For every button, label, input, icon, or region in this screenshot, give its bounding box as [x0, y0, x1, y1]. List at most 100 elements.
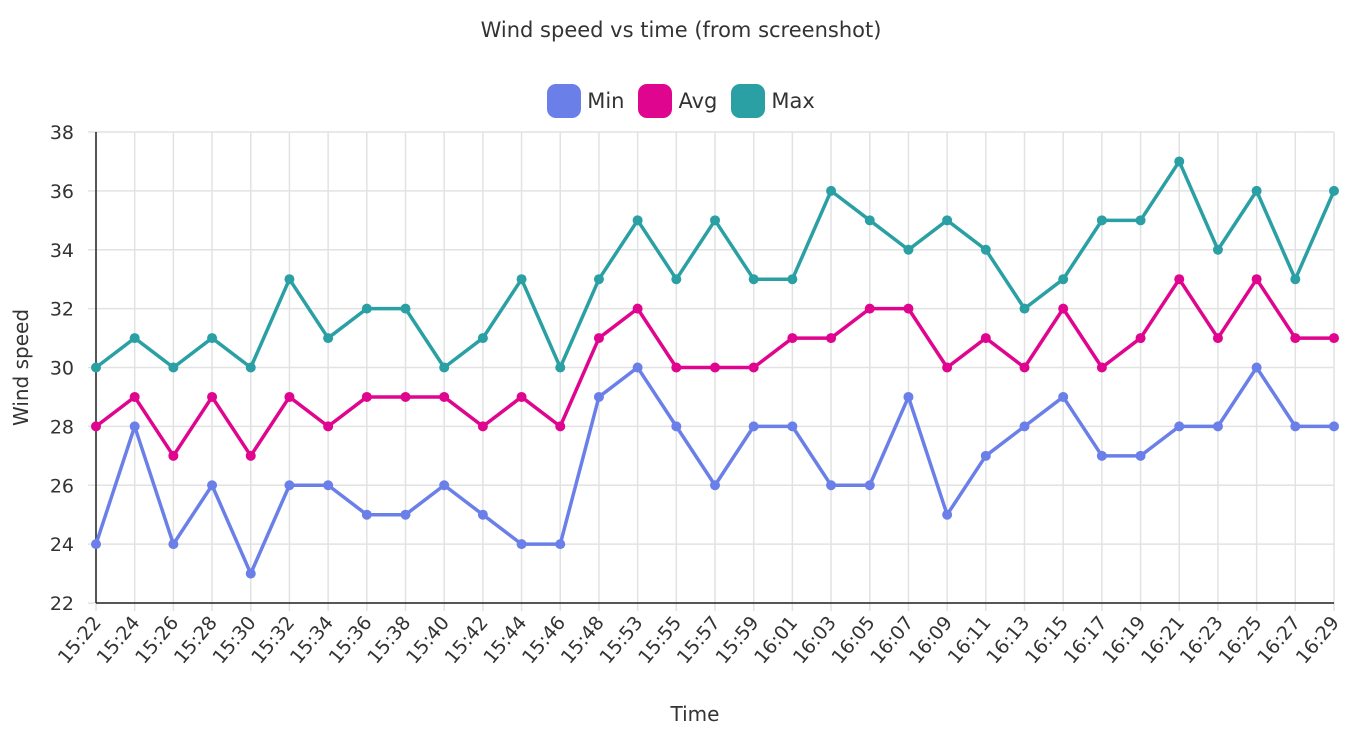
point-avg[interactable]: [864, 303, 875, 314]
point-avg[interactable]: [1019, 362, 1030, 373]
point-max[interactable]: [361, 303, 372, 314]
point-max[interactable]: [748, 274, 759, 285]
point-avg[interactable]: [1329, 333, 1339, 344]
point-min[interactable]: [1251, 362, 1262, 373]
point-min[interactable]: [1290, 421, 1301, 432]
point-min[interactable]: [516, 539, 527, 550]
point-avg[interactable]: [323, 421, 334, 432]
point-avg[interactable]: [516, 391, 527, 402]
point-max[interactable]: [207, 333, 218, 344]
point-min[interactable]: [129, 421, 140, 432]
point-avg[interactable]: [284, 391, 295, 402]
point-avg[interactable]: [361, 391, 372, 402]
point-min[interactable]: [400, 509, 411, 520]
point-min[interactable]: [903, 391, 914, 402]
point-max[interactable]: [942, 215, 953, 226]
point-max[interactable]: [903, 244, 914, 255]
point-avg[interactable]: [555, 421, 566, 432]
point-min[interactable]: [710, 480, 720, 491]
point-avg[interactable]: [1212, 333, 1223, 344]
point-max[interactable]: [284, 274, 295, 285]
point-max[interactable]: [980, 244, 991, 255]
point-max[interactable]: [787, 274, 798, 285]
legend-item-min[interactable]: Min: [547, 84, 624, 118]
point-min[interactable]: [593, 391, 604, 402]
legend-item-avg[interactable]: Avg: [638, 84, 717, 118]
point-max[interactable]: [1135, 215, 1146, 226]
point-avg[interactable]: [245, 450, 256, 461]
point-max[interactable]: [1212, 244, 1223, 255]
point-min[interactable]: [787, 421, 798, 432]
point-max[interactable]: [1058, 274, 1069, 285]
point-max[interactable]: [168, 362, 179, 373]
point-avg[interactable]: [168, 450, 179, 461]
point-avg[interactable]: [91, 421, 101, 432]
point-max[interactable]: [1174, 156, 1185, 167]
point-min[interactable]: [748, 421, 759, 432]
point-min[interactable]: [91, 539, 101, 550]
point-avg[interactable]: [1096, 362, 1107, 373]
point-max[interactable]: [632, 215, 643, 226]
point-avg[interactable]: [710, 362, 720, 373]
point-max[interactable]: [826, 185, 837, 196]
point-avg[interactable]: [980, 333, 991, 344]
point-avg[interactable]: [826, 333, 837, 344]
point-avg[interactable]: [1058, 303, 1069, 314]
point-min[interactable]: [168, 539, 179, 550]
point-max[interactable]: [91, 362, 101, 373]
point-avg[interactable]: [632, 303, 643, 314]
point-max[interactable]: [477, 333, 488, 344]
point-max[interactable]: [129, 333, 140, 344]
point-min[interactable]: [245, 568, 256, 579]
point-max[interactable]: [1251, 185, 1262, 196]
point-min[interactable]: [864, 480, 875, 491]
point-min[interactable]: [980, 450, 991, 461]
point-avg[interactable]: [903, 303, 914, 314]
point-max[interactable]: [593, 274, 604, 285]
point-max[interactable]: [245, 362, 256, 373]
point-min[interactable]: [1174, 421, 1185, 432]
point-min[interactable]: [361, 509, 372, 520]
point-max[interactable]: [1329, 185, 1339, 196]
point-min[interactable]: [826, 480, 837, 491]
point-max[interactable]: [439, 362, 450, 373]
legend-item-max[interactable]: Max: [731, 84, 815, 118]
point-avg[interactable]: [477, 421, 488, 432]
point-avg[interactable]: [1251, 274, 1262, 285]
point-min[interactable]: [942, 509, 953, 520]
point-max[interactable]: [710, 215, 720, 226]
point-max[interactable]: [516, 274, 527, 285]
point-min[interactable]: [477, 509, 488, 520]
point-avg[interactable]: [1174, 274, 1185, 285]
point-max[interactable]: [1290, 274, 1301, 285]
point-min[interactable]: [1329, 421, 1339, 432]
point-avg[interactable]: [671, 362, 682, 373]
point-min[interactable]: [555, 539, 566, 550]
point-avg[interactable]: [207, 391, 218, 402]
point-min[interactable]: [1058, 391, 1069, 402]
point-max[interactable]: [400, 303, 411, 314]
point-avg[interactable]: [129, 391, 140, 402]
point-avg[interactable]: [400, 391, 411, 402]
point-min[interactable]: [207, 480, 218, 491]
point-avg[interactable]: [942, 362, 953, 373]
point-max[interactable]: [671, 274, 682, 285]
point-min[interactable]: [323, 480, 334, 491]
point-avg[interactable]: [1135, 333, 1146, 344]
point-max[interactable]: [864, 215, 875, 226]
point-max[interactable]: [1019, 303, 1030, 314]
point-avg[interactable]: [593, 333, 604, 344]
point-min[interactable]: [671, 421, 682, 432]
point-max[interactable]: [323, 333, 334, 344]
point-avg[interactable]: [748, 362, 759, 373]
point-avg[interactable]: [1290, 333, 1301, 344]
point-min[interactable]: [439, 480, 450, 491]
point-min[interactable]: [1212, 421, 1223, 432]
point-max[interactable]: [1096, 215, 1107, 226]
point-min[interactable]: [632, 362, 643, 373]
point-min[interactable]: [1135, 450, 1146, 461]
point-avg[interactable]: [787, 333, 798, 344]
point-min[interactable]: [284, 480, 295, 491]
point-min[interactable]: [1096, 450, 1107, 461]
point-min[interactable]: [1019, 421, 1030, 432]
